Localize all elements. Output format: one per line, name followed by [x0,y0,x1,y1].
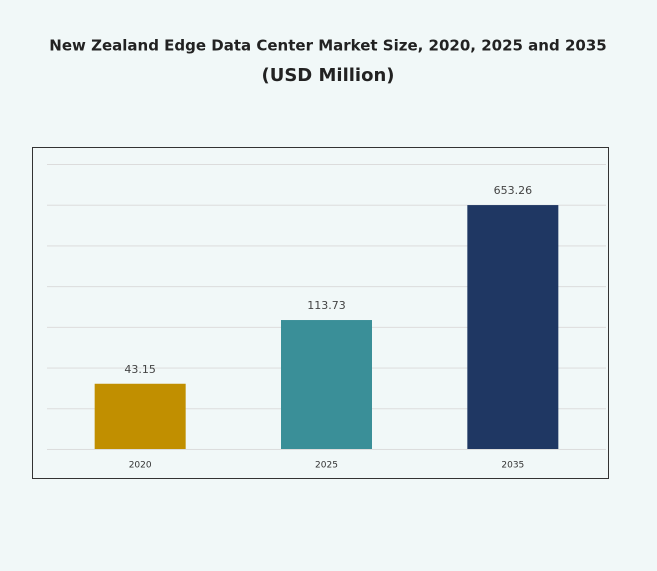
bar [94,383,186,449]
chart-title: New Zealand Edge Data Center Market Size… [49,37,606,55]
x-tick-label: 2025 [315,461,338,471]
bar [467,205,559,449]
value-label: 653.26 [494,184,533,197]
chart-subtitle: (USD Million) [261,65,394,86]
x-tick-label: 2035 [501,461,524,471]
value-label: 113.73 [307,299,346,312]
bar [281,320,372,449]
x-tick-label: 2020 [129,461,152,471]
plot-frame [32,147,609,479]
value-label: 43.15 [124,363,156,376]
